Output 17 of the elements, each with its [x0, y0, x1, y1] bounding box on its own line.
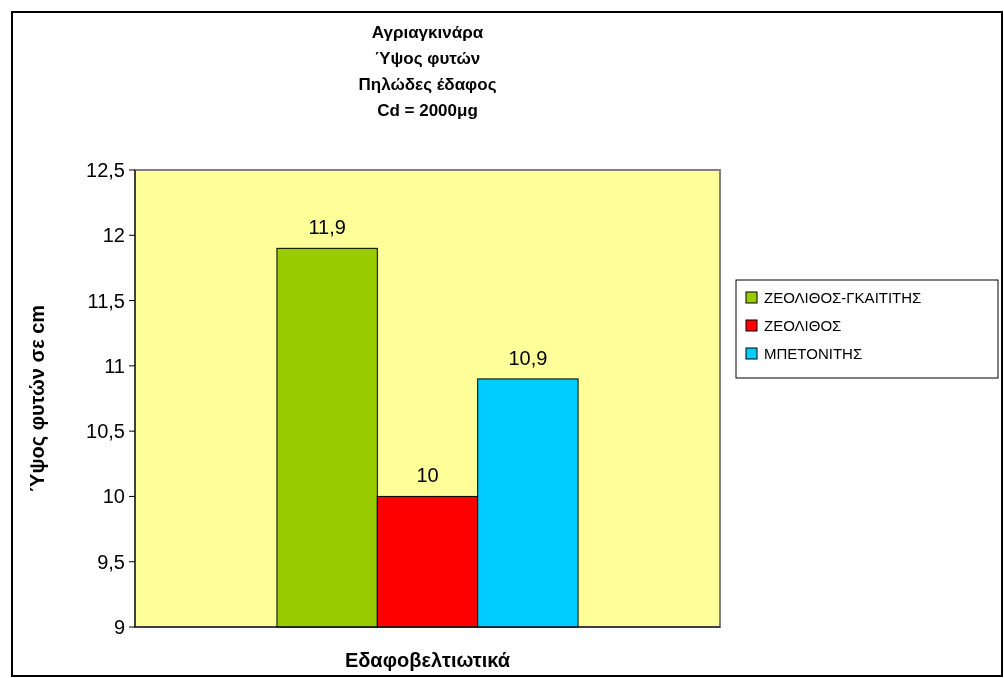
- y-tick-label: 11: [104, 354, 125, 377]
- x-axis-title: Εδαφοβελτιωτικά: [344, 649, 511, 671]
- y-tick-label: 9,5: [97, 550, 125, 573]
- data-label: 11,9: [308, 216, 346, 239]
- y-tick-label: 9: [113, 616, 125, 638]
- y-axis-title: Ύψος φυτών σε cm: [26, 304, 48, 493]
- y-tick-label: 10: [102, 485, 125, 508]
- y-tick-label: 12: [102, 224, 125, 247]
- legend-label: ΖΕΟΛΙΘΟΣ: [764, 317, 842, 335]
- chart-title: Αγριαγκινάρα Ύψος φυτών Πηλώδες έδαφος Cd = 2000μg: [358, 23, 497, 120]
- legend-label: ΖΕΟΛΙΘΟΣ-ΓΚΑΙΤΙΤΗΣ: [764, 289, 922, 307]
- y-tick-label: 10,5: [86, 420, 125, 443]
- data-label: 10,9: [508, 346, 548, 369]
- data-label: 10: [416, 464, 439, 487]
- y-tick-label: 12,5: [86, 159, 125, 181]
- y-tick-label: 11,5: [87, 289, 125, 312]
- legend-label: ΜΠΕΤΟΝΙΤΗΣ: [764, 345, 863, 363]
